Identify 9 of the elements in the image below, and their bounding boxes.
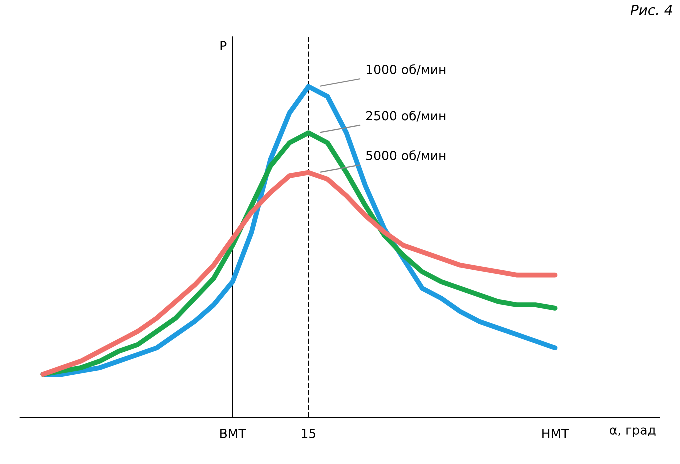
text: Рис. 4 <box>630 5 672 16</box>
x-tick-label: НМТ <box>542 429 570 438</box>
x-tick-label: ВМТ <box>220 429 246 438</box>
x-axis-title: α, град <box>610 428 656 438</box>
text: 1000 об/мин <box>366 64 446 76</box>
y-axis-title: P <box>220 41 227 50</box>
x-tick-label: 15 <box>302 429 316 438</box>
text: 5000 об/мин <box>366 150 446 162</box>
text: 2500 об/мин <box>366 110 446 122</box>
